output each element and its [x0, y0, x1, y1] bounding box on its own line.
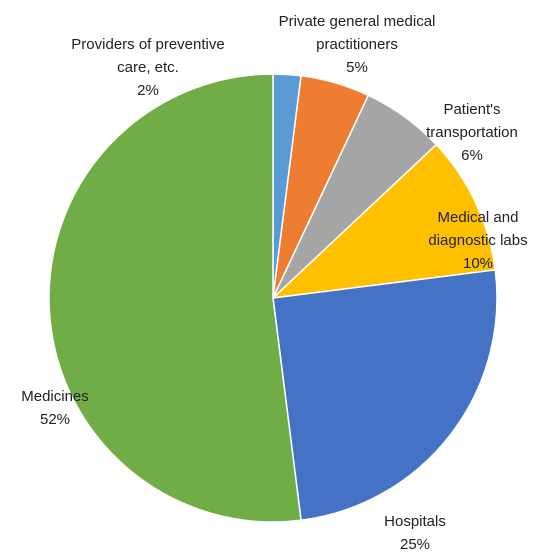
slice-label: Providers of preventive care, etc.: [71, 36, 224, 76]
pie-slice: [272, 269, 498, 522]
value-label: 52%: [40, 411, 70, 428]
value-label: 6%: [461, 147, 483, 164]
slice-label: Patient's transportation: [426, 101, 518, 141]
slice-label: Private general medical practitioners: [279, 13, 436, 53]
value-label: 10%: [463, 255, 493, 272]
slice-label: Medicines: [21, 388, 89, 405]
slice-label: Medical and diagnostic labs: [428, 209, 527, 249]
value-label: 2%: [137, 82, 159, 99]
value-label: 5%: [346, 59, 368, 76]
pie-slice: [48, 73, 302, 523]
slice-label: Hospitals: [384, 513, 446, 530]
value-label: 25%: [400, 536, 430, 553]
pie-slice: [270, 143, 497, 300]
